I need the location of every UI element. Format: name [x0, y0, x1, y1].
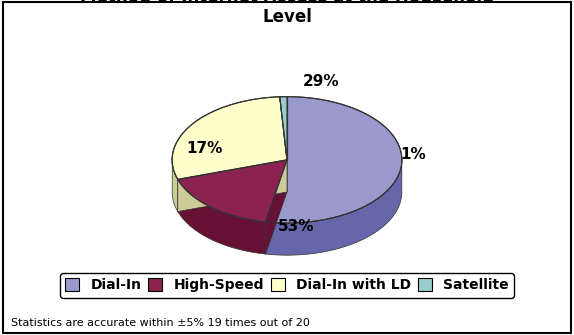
Polygon shape	[178, 179, 266, 254]
Polygon shape	[280, 97, 287, 160]
Polygon shape	[266, 160, 287, 254]
Legend: Dial-In, High-Speed, Dial-In with LD, Satellite: Dial-In, High-Speed, Dial-In with LD, Sa…	[60, 273, 514, 298]
Polygon shape	[266, 160, 287, 254]
Polygon shape	[266, 158, 402, 255]
Text: 53%: 53%	[278, 219, 315, 234]
Polygon shape	[172, 157, 178, 211]
Polygon shape	[178, 160, 287, 211]
Title: Method of Internet Access at the Household
Level: Method of Internet Access at the Househo…	[80, 0, 494, 26]
Polygon shape	[172, 97, 287, 179]
Text: 29%: 29%	[303, 74, 340, 89]
Polygon shape	[178, 160, 287, 211]
Polygon shape	[178, 160, 287, 222]
Text: 1%: 1%	[401, 147, 426, 161]
Text: 17%: 17%	[186, 141, 223, 156]
Polygon shape	[266, 97, 402, 223]
Text: Statistics are accurate within ±5% 19 times out of 20: Statistics are accurate within ±5% 19 ti…	[11, 318, 311, 328]
